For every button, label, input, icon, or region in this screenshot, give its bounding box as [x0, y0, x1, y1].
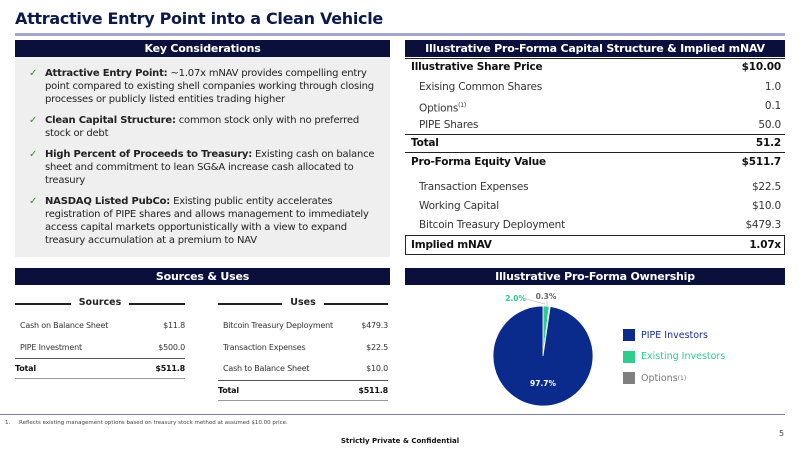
- capital-row: Bitcoin Treasury Deployment $479.3: [405, 216, 785, 234]
- sources-heading: Sources: [15, 297, 185, 308]
- row-value: $10.00: [741, 61, 782, 73]
- capital-row: Illustrative Share Price $10.00: [405, 58, 785, 76]
- row-label: Working Capital: [419, 200, 499, 212]
- key-considerations-header: Key Considerations: [15, 40, 390, 57]
- consideration-item: ✓ Attractive Entry Point: ~1.07x mNAV pro…: [29, 68, 374, 105]
- consideration-item: ✓ High Percent of Proceeds to Treasury: E…: [29, 149, 375, 186]
- row-label: Exising Common Shares: [419, 81, 543, 93]
- sources-row: Cash on Balance Sheet $11.8: [20, 321, 185, 330]
- legend-swatch: [623, 372, 635, 384]
- table-divider: [405, 152, 785, 153]
- check-icon: ✓: [29, 68, 38, 79]
- pie-data-label: 2.0%: [505, 294, 526, 303]
- row-value: $511.8: [155, 364, 185, 373]
- row-value: 50.0: [758, 119, 781, 131]
- row-label: Total: [411, 137, 439, 149]
- row-label: Transaction Expenses: [419, 181, 529, 193]
- check-icon: ✓: [29, 149, 38, 160]
- page-number: 5: [779, 429, 785, 438]
- row-value: $10.0: [366, 364, 388, 373]
- row-value: $22.5: [751, 181, 781, 193]
- title-divider: [15, 33, 785, 36]
- uses-row: Bitcoin Treasury Deployment $479.3: [223, 321, 388, 330]
- capital-row: Exising Common Shares 1.0: [405, 78, 785, 96]
- row-label: PIPE Shares: [419, 119, 479, 131]
- row-label: Bitcoin Treasury Deployment: [223, 321, 333, 330]
- row-value: 1.07x: [749, 239, 781, 251]
- table-divider: [405, 58, 785, 59]
- page-title: Attractive Entry Point into a Clean Vehi…: [15, 9, 383, 28]
- capital-row: Working Capital $10.0: [405, 197, 785, 215]
- uses-row: Cash to Balance Sheet $10.0: [223, 364, 388, 373]
- check-icon: ✓: [29, 196, 38, 207]
- footnote-marker: (1): [677, 374, 687, 382]
- consideration-item: ✓ Clean Capital Structure: common stock o…: [29, 115, 359, 139]
- row-label: Pro-Forma Equity Value: [411, 156, 546, 168]
- legend-item: Existing Investors: [623, 350, 726, 363]
- row-label: Total: [15, 364, 36, 373]
- total-divider: [218, 379, 388, 381]
- capital-row: Implied mNAV 1.07x: [405, 236, 785, 254]
- capital-row: Total 51.2: [405, 134, 785, 152]
- row-value: 0.1: [764, 100, 781, 112]
- footer-divider: [0, 414, 785, 415]
- row-label: PIPE Investment: [20, 342, 82, 352]
- capital-row: Options(1) 0.1: [405, 97, 785, 115]
- row-value: 51.2: [755, 137, 781, 149]
- uses-heading: Uses: [218, 297, 388, 308]
- row-label: Cash on Balance Sheet: [20, 321, 109, 330]
- ownership-pie-chart: 97.7% 2.0% 0.3%: [492, 292, 594, 407]
- sources-total: Total $511.8: [15, 364, 185, 373]
- row-label: Bitcoin Treasury Deployment: [419, 219, 566, 231]
- confidential-footer: Strictly Private & Confidential: [340, 437, 460, 445]
- legend-item: PIPE Investors: [623, 329, 708, 341]
- legend-label: Existing Investors: [641, 351, 726, 362]
- row-value: $22.5: [366, 342, 388, 352]
- row-value: 1.0: [764, 81, 781, 93]
- row-value: $500.0: [158, 342, 185, 352]
- row-value: $11.8: [163, 321, 185, 330]
- total-divider: [218, 399, 388, 401]
- row-value: $10.0: [751, 200, 781, 212]
- row-value: $479.3: [745, 219, 781, 231]
- legend-item: Options (1): [623, 372, 686, 384]
- capital-row: Pro-Forma Equity Value $511.7: [405, 153, 785, 171]
- row-value: $511.7: [741, 156, 782, 168]
- check-icon: ✓: [29, 115, 38, 126]
- row-label: Implied mNAV: [411, 239, 492, 251]
- total-divider: [15, 378, 185, 379]
- sources-uses-header: Sources & Uses: [15, 268, 390, 285]
- capital-structure-header: Illustrative Pro-Forma Capital Structure…: [405, 40, 785, 57]
- total-divider: [15, 358, 185, 359]
- pie-data-label: 0.3%: [536, 292, 557, 301]
- pie-leader-line: [525, 298, 546, 305]
- sources-row: PIPE Investment $500.0: [20, 343, 185, 352]
- pie-slice-pipe-investors: [492, 305, 594, 407]
- uses-row: Transaction Expenses $22.5: [223, 343, 388, 352]
- capital-row: PIPE Shares 50.0: [405, 116, 785, 134]
- key-considerations-list: ✓ Attractive Entry Point: ~1.07x mNAV pro…: [15, 57, 390, 257]
- row-label: Illustrative Share Price: [411, 61, 543, 73]
- ownership-header: Illustrative Pro-Forma Ownership: [405, 268, 785, 285]
- row-label: Cash to Balance Sheet: [223, 364, 310, 373]
- legend-label: Options: [641, 372, 678, 384]
- implied-mnav-box: [405, 235, 785, 255]
- row-label: Total: [218, 385, 239, 395]
- uses-total: Total $511.8: [218, 386, 388, 395]
- footnote: 1. Reflects existing management options …: [5, 420, 288, 426]
- consideration-item: ✓ NASDAQ Listed PubCo: Existing public en…: [29, 196, 369, 246]
- legend-label: PIPE Investors: [641, 329, 708, 341]
- row-value: $511.8: [358, 385, 388, 395]
- capital-row: Transaction Expenses $22.5: [405, 178, 785, 196]
- legend-swatch: [623, 350, 635, 363]
- table-divider: [405, 134, 785, 135]
- legend-swatch: [623, 329, 635, 341]
- pie-data-label: 97.7%: [530, 379, 557, 388]
- footnote-marker: (1): [458, 102, 467, 109]
- row-label: Transaction Expenses: [223, 342, 306, 352]
- row-value: $479.3: [361, 321, 388, 330]
- row-label: Options: [419, 102, 459, 115]
